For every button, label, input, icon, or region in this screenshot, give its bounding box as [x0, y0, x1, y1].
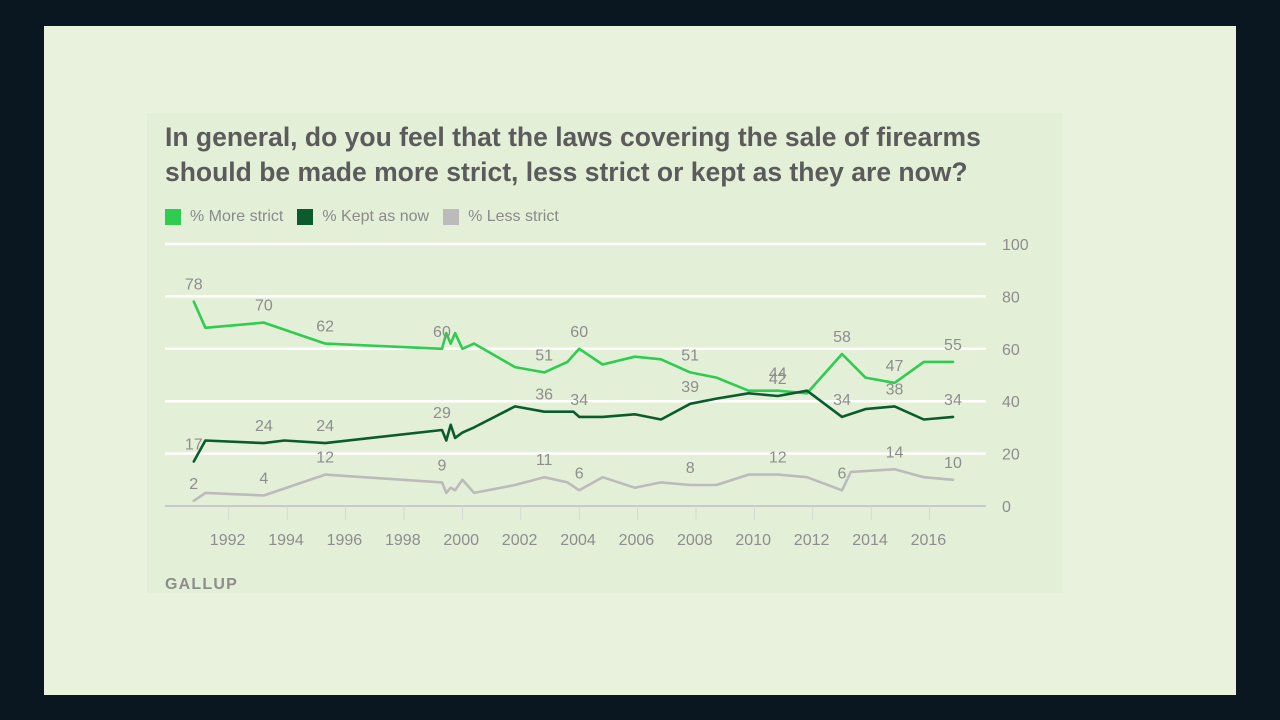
x-tick-label-1996: 1996 — [327, 532, 363, 549]
legend-label-less-strict: % Less strict — [468, 208, 559, 225]
data-label-less-strict-2014.8: 14 — [886, 444, 904, 461]
data-label-more-strict-2002.8: 51 — [535, 347, 553, 364]
data-label-kept-as-now-2013: 34 — [833, 392, 851, 409]
data-label-less-strict-2016.8: 10 — [944, 455, 962, 472]
data-label-more-strict-2016.8: 55 — [944, 337, 962, 354]
data-label-less-strict-1993.2: 4 — [259, 471, 268, 488]
data-label-less-strict-2004: 6 — [575, 465, 584, 482]
x-tick-label-2000: 2000 — [443, 532, 479, 549]
y-tick-label-100: 100 — [1002, 237, 1029, 254]
data-label-kept-as-now-1995.3: 24 — [316, 418, 334, 435]
data-label-more-strict-2004: 60 — [570, 324, 588, 341]
y-tick-label-0: 0 — [1002, 499, 1011, 516]
x-tick-label-2008: 2008 — [677, 532, 713, 549]
data-label-less-strict-2002.8: 11 — [536, 452, 553, 469]
x-tick-label-2004: 2004 — [560, 532, 596, 549]
x-tick-label-2002: 2002 — [502, 532, 538, 549]
data-label-kept-as-now-1990.8: 17 — [185, 436, 203, 453]
y-tick-label-60: 60 — [1002, 342, 1020, 359]
data-label-kept-as-now-2004: 34 — [570, 392, 588, 409]
legend-item-more-strict: % More strict — [165, 208, 283, 226]
data-label-more-strict-1999.3: 60 — [433, 324, 451, 341]
x-tick-label-1998: 1998 — [385, 532, 421, 549]
data-label-kept-as-now-1993.2: 24 — [255, 418, 273, 435]
data-label-less-strict-1995.3: 12 — [316, 450, 334, 467]
data-label-less-strict-1990.8: 2 — [189, 476, 198, 493]
data-label-more-strict-1995.3: 62 — [316, 319, 334, 336]
y-tick-label-80: 80 — [1002, 289, 1020, 306]
data-label-kept-as-now-2002.8: 36 — [535, 387, 553, 404]
line-more-strict — [192, 300, 955, 395]
data-label-kept-as-now-2010.8: 42 — [769, 371, 787, 388]
x-tick-label-2014: 2014 — [852, 532, 888, 549]
line-kept-as-now — [192, 389, 955, 463]
y-tick-label-40: 40 — [1002, 394, 1020, 411]
line-less-strict — [192, 468, 955, 503]
data-label-kept-as-now-2016.8: 34 — [944, 392, 962, 409]
legend-item-less-strict: % Less strict — [443, 208, 559, 226]
data-label-kept-as-now-1999.3: 29 — [433, 405, 451, 422]
x-tick-label-1992: 1992 — [210, 532, 246, 549]
legend-label-kept-as-now: % Kept as now — [322, 208, 430, 225]
data-label-kept-as-now-2014.8: 38 — [886, 381, 904, 398]
legend-swatch-kept-as-now — [297, 209, 314, 225]
legend-label-more-strict: % More strict — [190, 208, 284, 225]
legend: % More strict % Kept as now % Less stric… — [165, 207, 573, 227]
source-label: GALLUP — [165, 576, 238, 593]
data-label-kept-as-now-2007.8: 39 — [681, 379, 699, 396]
legend-item-kept-as-now: % Kept as now — [297, 208, 429, 226]
x-tick-label-2016: 2016 — [911, 532, 947, 549]
chart-title: In general, do you feel that the laws co… — [165, 122, 981, 187]
x-tick-label-1994: 1994 — [268, 532, 304, 549]
x-tick-label-2010: 2010 — [735, 532, 771, 549]
data-label-less-strict-1999.3: 9 — [438, 457, 447, 474]
data-label-less-strict-2007.8: 8 — [686, 460, 695, 477]
legend-swatch-more-strict — [165, 209, 181, 225]
data-label-more-strict-1993.2: 70 — [255, 298, 273, 315]
y-tick-label-20: 20 — [1002, 447, 1020, 464]
data-label-more-strict-2014.8: 47 — [886, 358, 904, 375]
data-label-less-strict-2010.8: 12 — [769, 450, 787, 467]
data-label-more-strict-2013: 58 — [833, 329, 851, 346]
data-label-more-strict-2010.8: 44 — [769, 366, 787, 383]
data-label-less-strict-2013: 6 — [838, 465, 847, 482]
chart-card — [147, 113, 1062, 593]
legend-swatch-less-strict — [443, 209, 460, 225]
x-tick-label-2012: 2012 — [794, 532, 830, 549]
data-label-more-strict-2007.8: 51 — [681, 347, 699, 364]
x-tick-label-2006: 2006 — [619, 532, 655, 549]
data-label-more-strict-1990.8: 78 — [185, 277, 203, 294]
